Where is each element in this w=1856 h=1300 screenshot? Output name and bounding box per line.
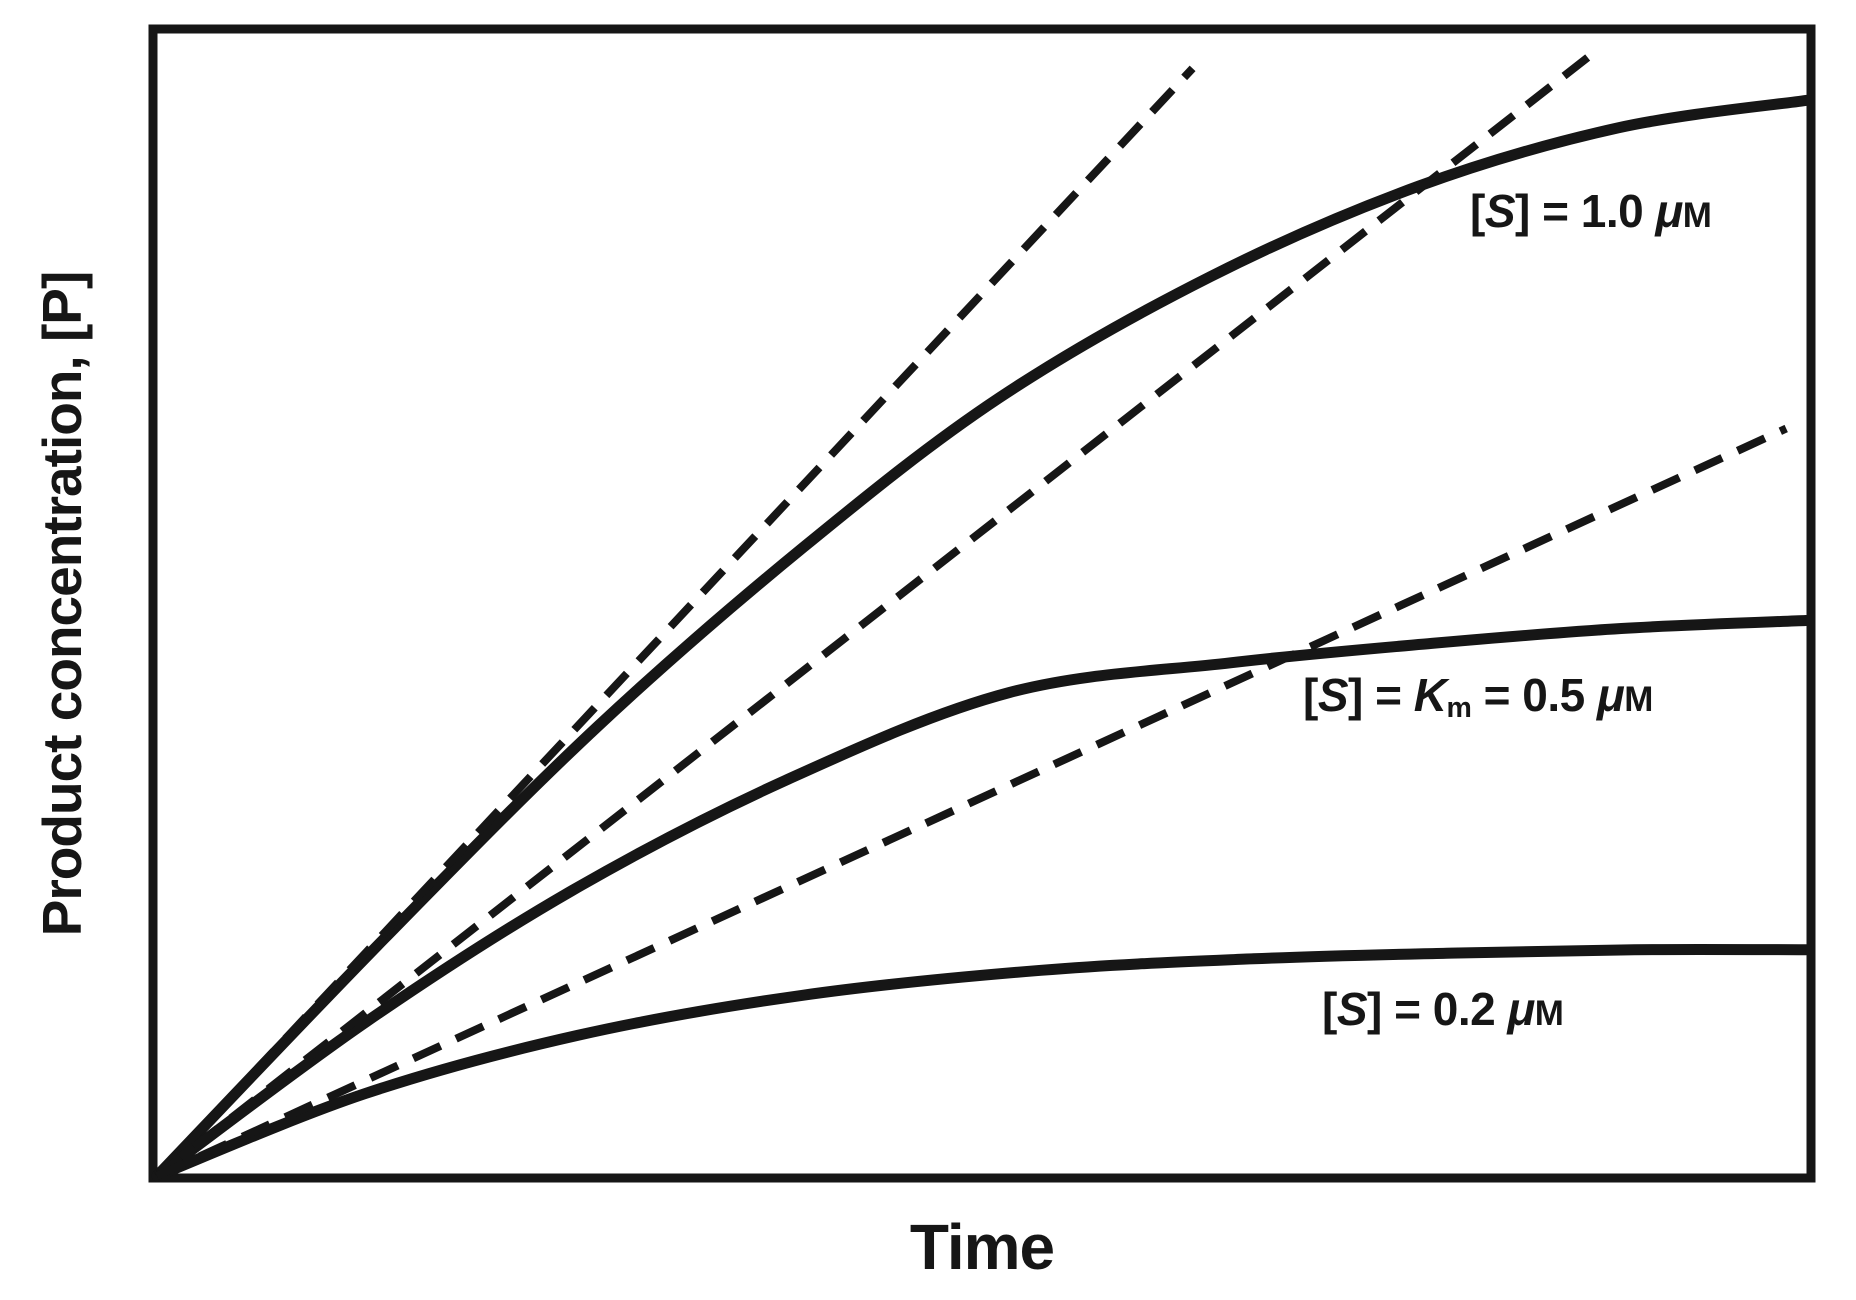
progress-curve-0.2um [151,943,1812,1182]
label-equals: ] = [1348,669,1414,721]
label-equals-value: ] = 1.0 [1515,185,1656,237]
bracket-open: [ [1303,669,1318,721]
substrate-symbol: S [1317,669,1349,721]
mu-symbol: μ [1507,983,1535,1035]
curve-label-1.0um: [S] = 1.0 μM [1470,184,1712,238]
molar-unit: M [1624,680,1653,719]
bracket-open: [ [1470,185,1485,237]
molar-unit: M [1682,196,1712,235]
curve-label-0.2um: [S] = 0.2 μM [1322,982,1564,1036]
label-equals-value: ] = 0.2 [1367,983,1508,1035]
substrate-symbol: S [1336,983,1368,1035]
substrate-symbol: S [1484,185,1516,237]
plot-frame [148,24,1816,1183]
progress-curve-1.0um [151,94,1812,1182]
progress-curve-0.5um [151,615,1812,1182]
initial-rate-tangent-0.2um [155,424,1788,1180]
km-subscript: m [1446,692,1472,725]
bracket-open: [ [1322,983,1337,1035]
initial-rate-tangent-0.5um [154,53,1591,1180]
molar-unit: M [1534,994,1564,1033]
km-symbol: K [1413,669,1447,721]
mu-symbol: μ [1597,669,1625,721]
label-equals-value: = 0.5 [1471,669,1598,721]
mu-symbol: μ [1655,185,1683,237]
x-axis-label: Time [909,1211,1055,1283]
curve-label-0.5um: [S] = Km = 0.5 μM [1303,668,1653,725]
initial-rate-tangent-1.0um [154,65,1196,1179]
y-axis-label: Product concentration, [P] [31,271,93,937]
